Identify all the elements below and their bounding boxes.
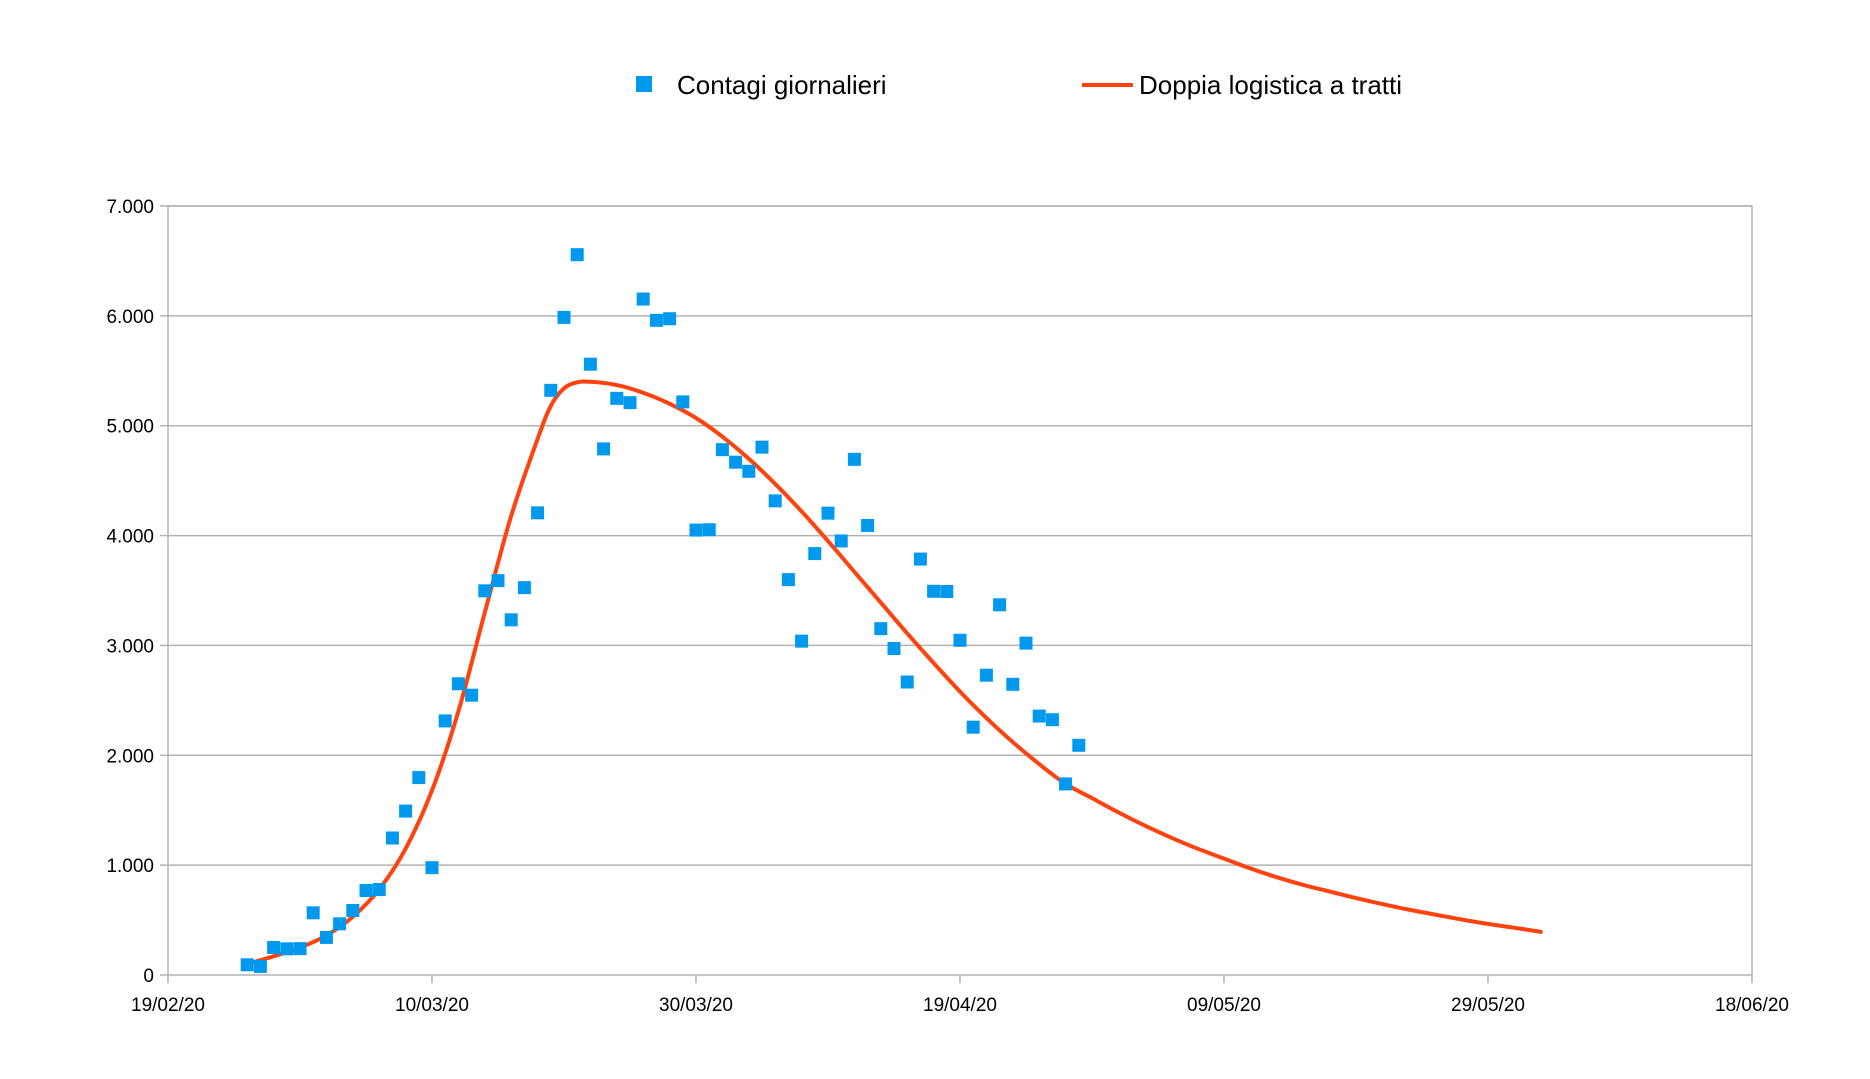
data-point bbox=[412, 771, 426, 785]
series-contagi bbox=[240, 248, 1086, 973]
data-point bbox=[293, 942, 307, 956]
data-point bbox=[1045, 713, 1059, 727]
data-point bbox=[267, 941, 281, 955]
data-point bbox=[755, 440, 769, 454]
x-tick-label: 19/02/20 bbox=[131, 995, 205, 1016]
data-point bbox=[636, 292, 650, 306]
data-point bbox=[425, 861, 439, 875]
y-tick-label: 2.000 bbox=[106, 746, 154, 767]
x-tick-label: 18/06/20 bbox=[1715, 995, 1789, 1016]
data-point bbox=[253, 959, 267, 973]
gridlines bbox=[168, 205, 1752, 866]
data-point bbox=[333, 917, 347, 931]
data-point bbox=[319, 930, 333, 944]
data-point bbox=[465, 688, 479, 702]
data-point bbox=[610, 391, 624, 405]
data-point bbox=[346, 904, 360, 918]
data-point bbox=[847, 452, 861, 466]
data-point bbox=[1006, 677, 1020, 691]
y-tick-label: 6.000 bbox=[106, 307, 154, 328]
data-point bbox=[874, 622, 888, 636]
data-point bbox=[306, 906, 320, 920]
x-tick-label: 09/05/20 bbox=[1187, 995, 1261, 1016]
data-point bbox=[702, 523, 716, 537]
data-point bbox=[623, 396, 637, 410]
data-point bbox=[900, 675, 914, 689]
axes bbox=[167, 205, 1753, 976]
x-tick-label: 19/04/20 bbox=[923, 995, 997, 1016]
data-point bbox=[438, 714, 452, 728]
data-point bbox=[663, 312, 677, 326]
data-point bbox=[1032, 709, 1046, 723]
data-point bbox=[372, 883, 386, 897]
data-point bbox=[781, 573, 795, 587]
data-point bbox=[966, 720, 980, 734]
data-point bbox=[729, 455, 743, 469]
data-point bbox=[861, 518, 875, 532]
series-logistica bbox=[245, 379, 1543, 966]
data-point bbox=[385, 831, 399, 845]
data-point bbox=[280, 942, 294, 956]
data-point bbox=[451, 677, 465, 691]
data-point bbox=[359, 884, 373, 898]
legend-label-logistica: Doppia logistica a tratti bbox=[1139, 70, 1402, 100]
x-tick-label: 10/03/20 bbox=[395, 995, 469, 1016]
y-tick-label: 3.000 bbox=[106, 636, 154, 657]
data-point bbox=[491, 574, 505, 588]
data-point bbox=[240, 958, 254, 972]
data-point bbox=[768, 494, 782, 508]
data-point bbox=[517, 581, 531, 595]
data-point bbox=[531, 506, 545, 520]
data-point bbox=[795, 634, 809, 648]
data-point bbox=[689, 523, 703, 537]
x-tick-label: 29/05/20 bbox=[1451, 995, 1525, 1016]
data-point bbox=[834, 534, 848, 548]
y-tick-label: 1.000 bbox=[106, 856, 154, 877]
data-point bbox=[557, 310, 571, 324]
data-point bbox=[583, 357, 597, 371]
legend: Contagi giornalieri Doppia logistica a t… bbox=[636, 70, 1402, 100]
data-point bbox=[742, 464, 756, 478]
data-point bbox=[993, 598, 1007, 612]
data-point bbox=[544, 383, 558, 397]
legend-marker-contagi bbox=[636, 76, 652, 92]
data-point bbox=[399, 804, 413, 818]
y-tick-label: 7.000 bbox=[106, 197, 154, 218]
data-point bbox=[940, 584, 954, 598]
data-point bbox=[1019, 636, 1033, 650]
data-point bbox=[913, 552, 927, 566]
data-point bbox=[887, 642, 901, 656]
y-tick-label: 0 bbox=[143, 966, 154, 987]
data-point bbox=[1059, 777, 1073, 791]
legend-label-contagi: Contagi giornalieri bbox=[677, 70, 887, 100]
data-point bbox=[676, 395, 690, 409]
data-point bbox=[979, 668, 993, 682]
data-point bbox=[1072, 738, 1086, 752]
data-point bbox=[927, 584, 941, 598]
y-axis-ticks: 0 1.000 2.000 3.000 4.000 5.000 6.000 7.000 bbox=[106, 197, 168, 987]
y-tick-label: 4.000 bbox=[106, 527, 154, 548]
y-tick-label: 5.000 bbox=[106, 417, 154, 438]
data-point bbox=[478, 584, 492, 598]
x-axis-ticks: 19/02/20 10/03/20 30/03/20 19/04/20 09/05/20… bbox=[131, 975, 1789, 1016]
data-point bbox=[808, 547, 822, 561]
plot-frame bbox=[167, 205, 1753, 976]
data-point bbox=[649, 313, 663, 327]
data-point bbox=[715, 443, 729, 457]
x-tick-label: 30/03/20 bbox=[659, 995, 733, 1016]
data-point bbox=[821, 506, 835, 520]
logistica-line bbox=[245, 379, 1543, 966]
data-point bbox=[504, 613, 518, 627]
data-point bbox=[570, 248, 584, 262]
data-point bbox=[597, 442, 611, 456]
data-point bbox=[953, 633, 967, 647]
